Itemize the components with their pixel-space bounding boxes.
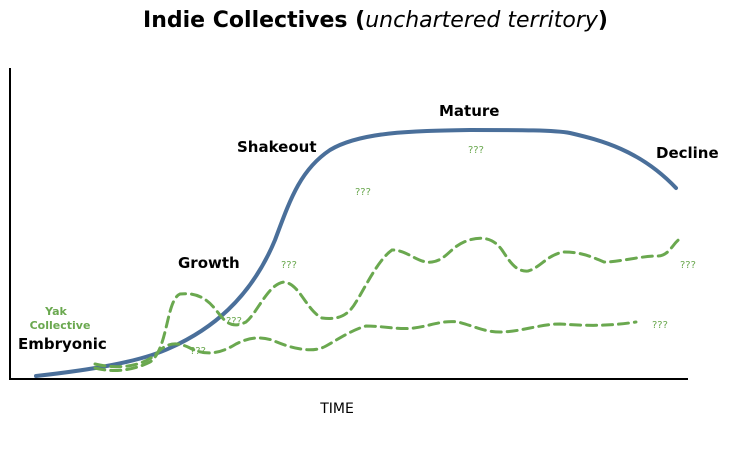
unknown-marker: ??? — [355, 187, 371, 198]
unknown-marker: ??? — [652, 320, 668, 331]
lifecycle-curve — [34, 127, 678, 378]
chart-title: Indie Collectives (unchartered territory… — [0, 8, 751, 33]
stage-embryonic-label: Embryonic — [18, 335, 107, 353]
stage-growth-label: Growth — [178, 254, 240, 272]
dashed-curve-lower — [93, 320, 638, 369]
yak-label-line2: Collective — [30, 319, 91, 332]
unknown-marker: ??? — [281, 260, 297, 271]
unknown-marker: ??? — [468, 145, 484, 156]
unknown-marker: ??? — [190, 346, 206, 357]
unknown-marker: ??? — [680, 260, 696, 271]
x-axis-label: TIME — [319, 401, 354, 417]
stage-mature-label: Mature — [439, 102, 499, 120]
unknown-marker: ??? — [226, 316, 242, 327]
dashed-curve-upper — [93, 236, 684, 372]
title-main: Indie Collectives — [143, 8, 348, 33]
yak-label-line1: Yak — [44, 305, 67, 318]
title-open-paren: ( — [355, 8, 366, 33]
title-close-paren: ) — [597, 8, 608, 33]
stage-shakeout-label: Shakeout — [237, 138, 317, 156]
stage-decline-label: Decline — [656, 144, 719, 162]
title-subtitle: unchartered territory — [365, 8, 598, 33]
